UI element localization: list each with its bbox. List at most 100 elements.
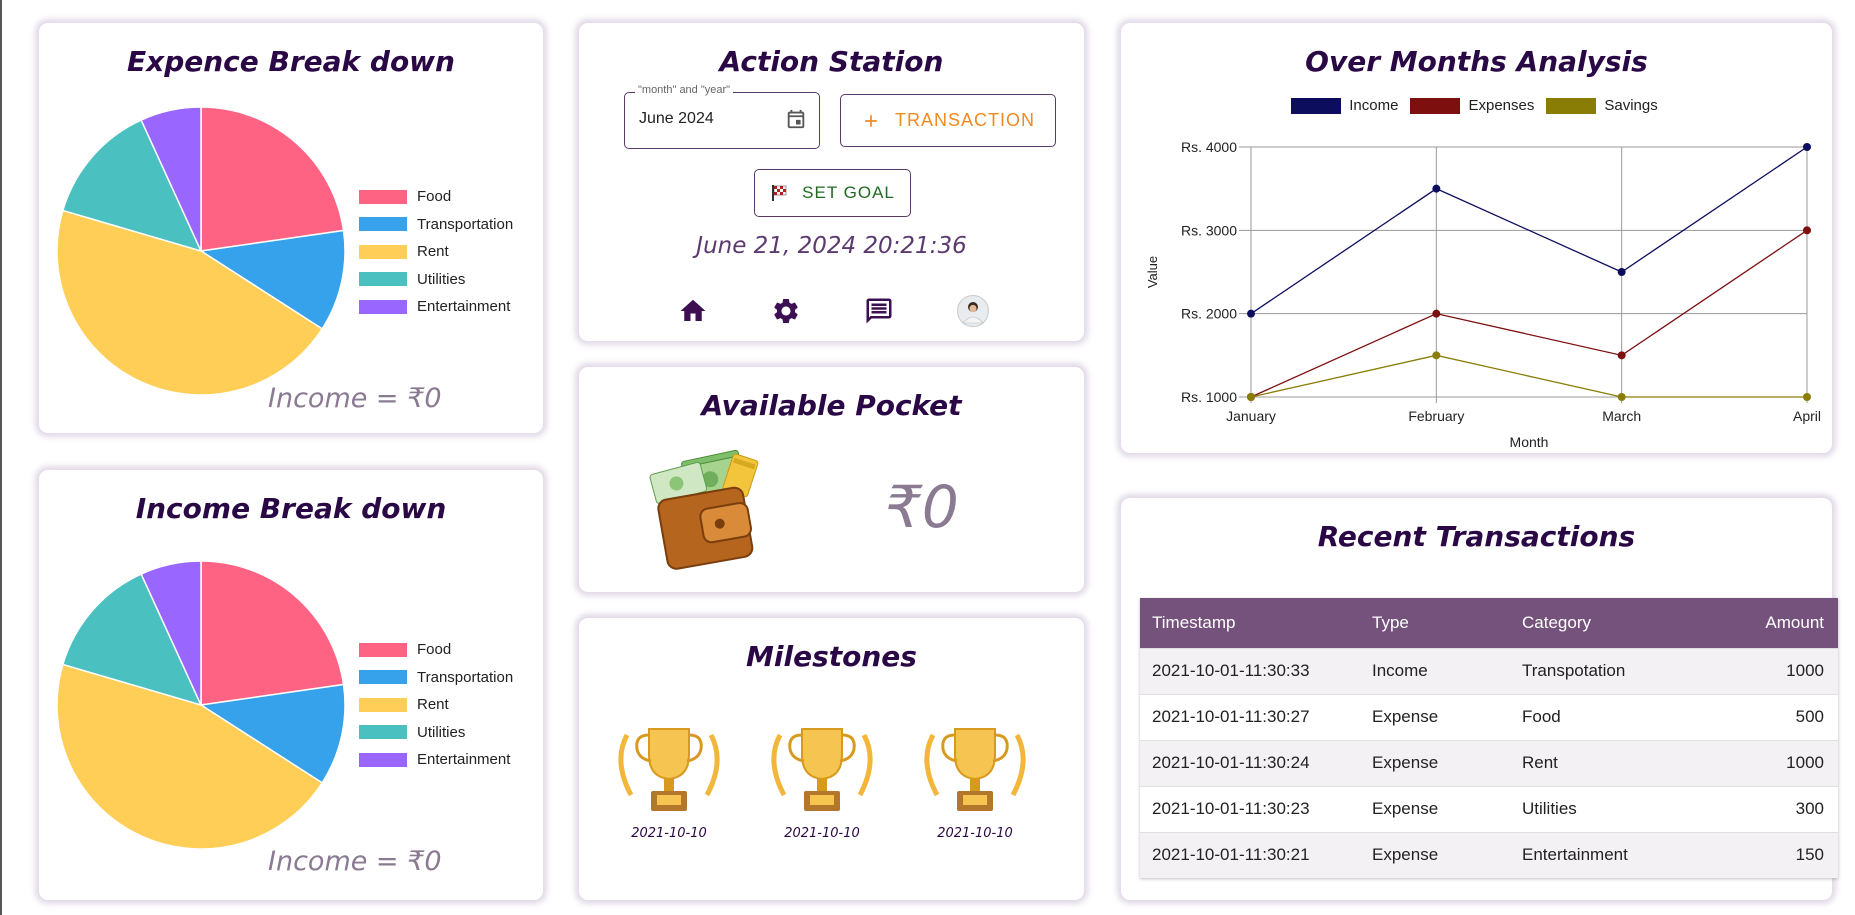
legend-item[interactable]: Rent [359, 238, 513, 266]
pie-slice-transportation[interactable] [198, 229, 346, 330]
cell-category: Transpotation [1510, 647, 1700, 694]
table-row[interactable]: 2021-10-01-11:30:21 Expense Entertainmen… [1140, 831, 1838, 878]
checkered-flag-icon [772, 185, 787, 201]
data-point-expenses[interactable] [1432, 309, 1441, 318]
legend-label: Food [417, 188, 452, 206]
legend-item[interactable]: Savings [1546, 97, 1661, 114]
series-line-expenses[interactable] [1250, 229, 1808, 398]
column-header-type[interactable]: Type [1360, 598, 1510, 648]
legend-label: Food [417, 641, 452, 659]
y-tick-label: Rs. 4000 [1181, 139, 1237, 155]
income-breakdown-card: Income Break down Food Transportation Re… [38, 469, 544, 901]
legend-item[interactable]: Rent [359, 691, 513, 719]
set-goal-button[interactable]: SET GOAL [754, 169, 911, 217]
data-point-savings[interactable] [1247, 393, 1255, 401]
trophy-icon [924, 728, 1026, 811]
action-station-title: Action Station [719, 45, 944, 78]
pie-slice-rent[interactable] [56, 663, 324, 850]
add-transaction-label: TRANSACTION [894, 110, 1035, 130]
legend-swatch [359, 189, 407, 204]
data-point-income[interactable] [1432, 184, 1441, 193]
table-row[interactable]: 2021-10-01-11:30:33 Income Transpotation… [1140, 647, 1838, 694]
legend-label: Entertainment [417, 751, 511, 769]
calendar-icon[interactable] [785, 108, 807, 130]
month-year-picker-value: June 2024 [639, 110, 714, 127]
legend-label: Expenses [1468, 97, 1535, 114]
data-point-savings[interactable] [1803, 393, 1811, 401]
milestones-title: Milestones [746, 640, 917, 673]
legend-swatch [1291, 97, 1342, 114]
legend-item[interactable]: Transportation [359, 664, 513, 692]
data-point-income[interactable] [1803, 143, 1811, 151]
avatar[interactable] [957, 295, 989, 327]
x-tick-label: March [1602, 408, 1641, 424]
income-pie-chart [56, 560, 346, 850]
table-row[interactable]: 2021-10-01-11:30:23 Expense Utilities 30… [1140, 785, 1838, 832]
data-point-income[interactable] [1617, 268, 1626, 276]
legend-item[interactable]: Utilities [359, 266, 513, 294]
legend-item[interactable]: Entertainment [359, 746, 513, 774]
line-chart-legend: Income Expenses Savings [1121, 97, 1832, 114]
pie-slice-entertainment[interactable] [140, 106, 202, 252]
pie-slice-transportation[interactable] [198, 683, 346, 784]
legend-swatch [359, 752, 407, 767]
milestones-card: Milestones 2021-10-10 2021-10-10 2021-10… [578, 617, 1085, 901]
legend-swatch [359, 725, 407, 740]
x-tick-label: January [1226, 408, 1276, 424]
legend-swatch [1410, 97, 1461, 114]
current-datetime: June 21, 2024 20:21:36 [696, 233, 967, 259]
window-edge [0, 0, 2, 915]
legend-item[interactable]: Food [359, 183, 513, 211]
data-point-savings[interactable] [1432, 351, 1441, 360]
data-point-expenses[interactable] [1803, 226, 1811, 235]
y-tick-label: Rs. 3000 [1181, 222, 1237, 238]
table-row[interactable]: 2021-10-01-11:30:24 Expense Rent 1000 [1140, 739, 1838, 786]
cell-amount: 1000 [1700, 739, 1838, 786]
data-point-income[interactable] [1247, 309, 1255, 318]
legend-item[interactable]: Entertainment [359, 293, 513, 321]
pocket-amount: ₹0 [885, 473, 959, 541]
pie-slice-entertainment[interactable] [140, 560, 202, 706]
cell-type: Income [1360, 647, 1510, 694]
column-header-timestamp[interactable]: Timestamp [1140, 598, 1360, 648]
legend-item[interactable]: Utilities [359, 719, 513, 747]
over-months-title: Over Months Analysis [1305, 45, 1648, 78]
series-line-income[interactable] [1250, 146, 1808, 315]
add-transaction-button[interactable]: TRANSACTION [840, 94, 1056, 147]
legend-item[interactable]: Expenses [1410, 97, 1538, 114]
cell-amount: 300 [1700, 785, 1838, 832]
data-point-savings[interactable] [1617, 393, 1626, 401]
series-line-savings[interactable] [1250, 354, 1807, 398]
legend-label: Income [1349, 97, 1399, 114]
pie-slice-food[interactable] [200, 560, 345, 706]
cell-timestamp: 2021-10-01-11:30:21 [1140, 831, 1360, 878]
home-icon[interactable] [678, 296, 708, 326]
income-pie-legend: Food Transportation Rent Utilities Enter… [359, 636, 513, 774]
recent-transactions-card: Recent Transactions Timestamp Type Categ… [1120, 497, 1838, 901]
legend-item[interactable]: Food [359, 636, 513, 664]
pie-slice-utilities[interactable] [61, 119, 203, 253]
legend-item[interactable]: Income [1291, 97, 1402, 114]
messages-icon[interactable] [864, 296, 894, 326]
month-year-picker[interactable]: "month" and "year" June 2024 [624, 84, 820, 149]
cell-amount: 1000 [1700, 647, 1838, 694]
legend-label: Utilities [417, 270, 466, 288]
pie-slice-utilities[interactable] [61, 573, 203, 707]
transactions-table: Timestamp Type Category Amount 2021-10-0… [1140, 598, 1838, 878]
pie-slice-rent[interactable] [56, 209, 324, 396]
column-header-category[interactable]: Category [1510, 598, 1700, 648]
x-axis-label: Month [1510, 434, 1549, 450]
legend-swatch [359, 670, 407, 685]
expense-breakdown-card: Expence Break down Food Transportation R… [38, 22, 544, 434]
legend-item[interactable]: Transportation [359, 211, 513, 239]
recent-transactions-title: Recent Transactions [1317, 520, 1636, 553]
data-point-expenses[interactable] [1617, 351, 1626, 360]
legend-swatch [359, 697, 407, 712]
cell-amount: 150 [1700, 831, 1838, 878]
over-months-card: Over Months Analysis Income Expenses Sav… [1120, 22, 1833, 454]
settings-icon[interactable] [771, 296, 801, 326]
pie-slice-food[interactable] [200, 106, 345, 252]
table-row[interactable]: 2021-10-01-11:30:27 Expense Food 500 [1140, 693, 1838, 740]
trophy-icon [618, 728, 720, 811]
column-header-amount[interactable]: Amount [1700, 598, 1838, 648]
